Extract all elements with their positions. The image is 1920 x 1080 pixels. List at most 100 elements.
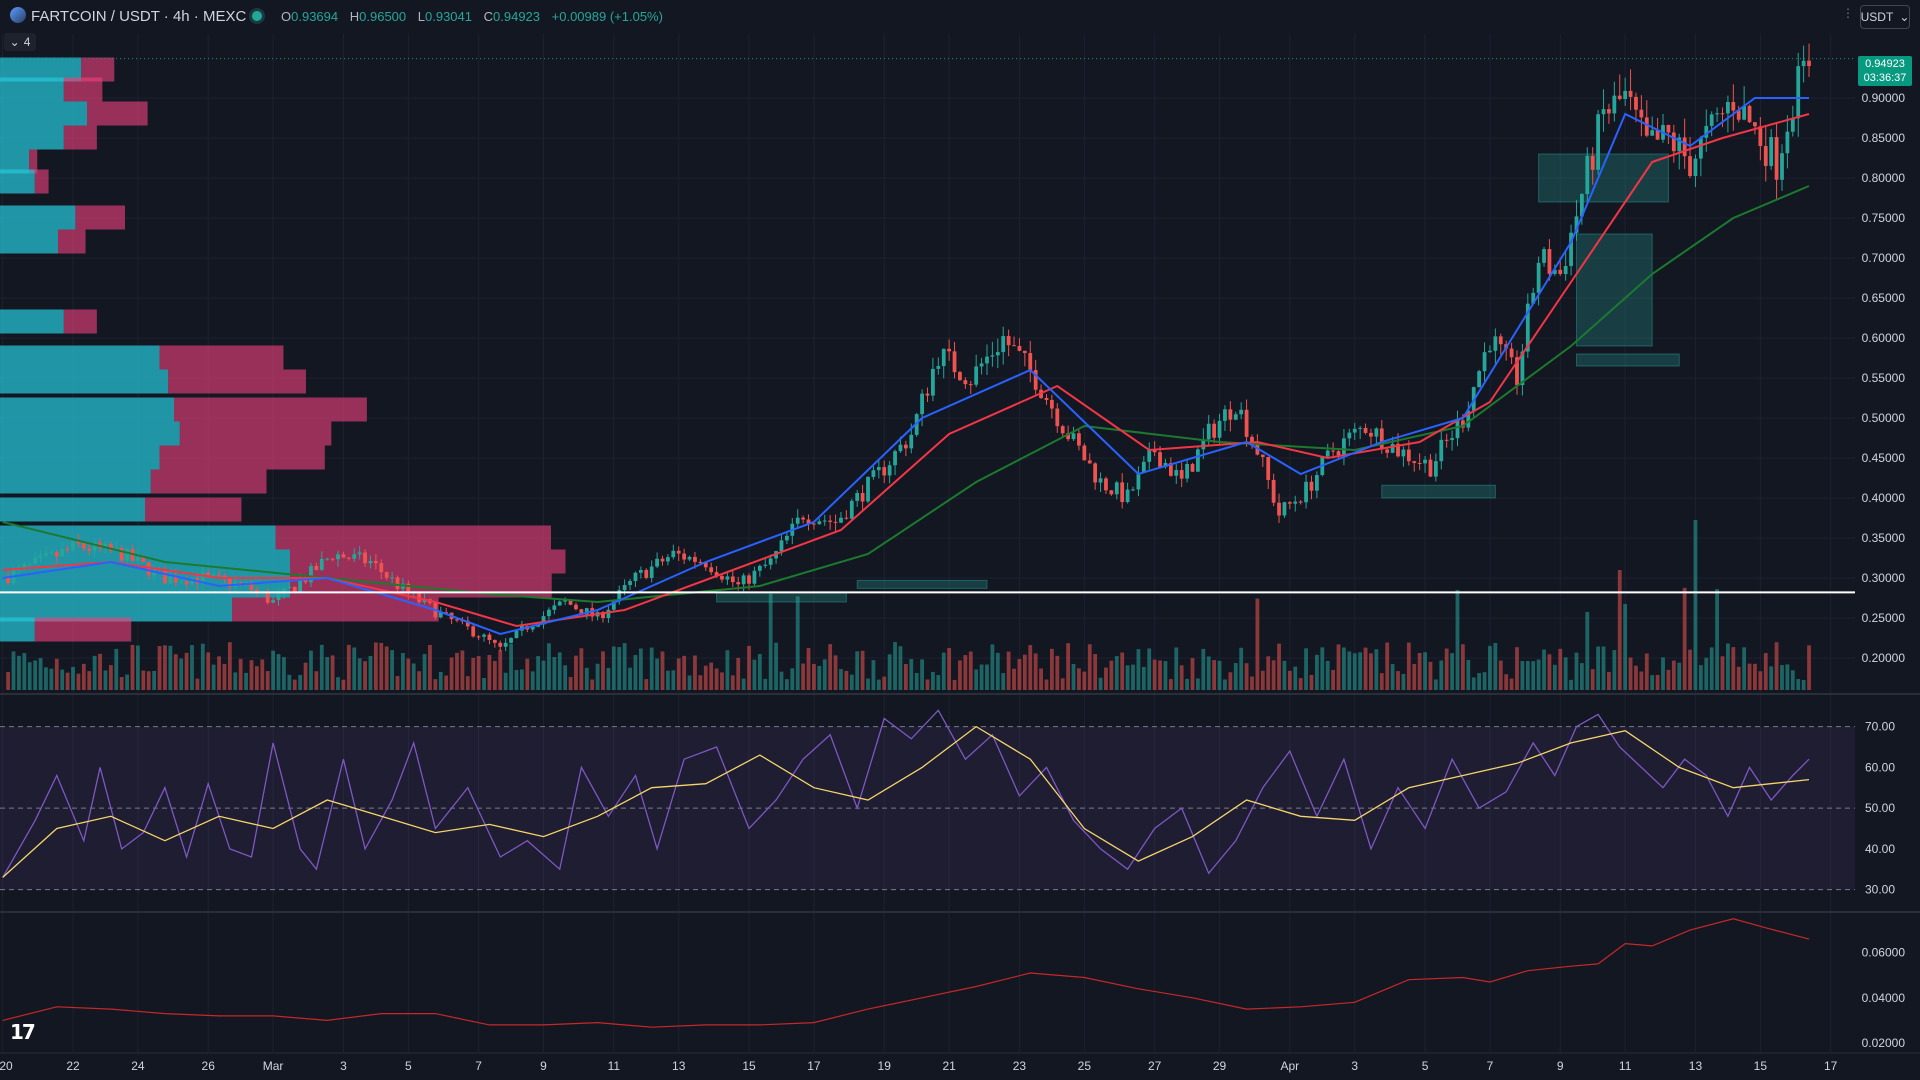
candle-body [1287, 502, 1292, 504]
volume-bar [254, 666, 259, 690]
volume-bar [1579, 663, 1584, 690]
horizontal-level-line[interactable] [0, 58, 1855, 594]
volume-bar [1753, 663, 1757, 690]
volume-profile-up-bar [0, 497, 145, 522]
volume-bar [855, 651, 860, 690]
indicator-count: 4 [23, 35, 31, 49]
candle-body [1563, 266, 1568, 275]
volume-bar [698, 675, 703, 690]
candle-body [1493, 336, 1498, 351]
volume-bar [314, 671, 319, 690]
volume-bar [1515, 647, 1519, 690]
volume-bar [455, 652, 459, 690]
volume-bar [1358, 652, 1363, 690]
volume-bar [1168, 679, 1173, 690]
candle-body [1488, 350, 1492, 353]
volume-bar [1352, 653, 1357, 690]
candle-body [768, 558, 773, 565]
volume-bar [298, 674, 303, 690]
volume-profile-down-bar [63, 309, 97, 334]
candle-body [1461, 420, 1465, 428]
symbol-title[interactable]: FARTCOIN / USDT · 4h · MEXC [31, 8, 247, 25]
volume-bar [38, 658, 43, 690]
close-value: 0.94923 [493, 9, 541, 24]
candle-body [1666, 125, 1671, 133]
time-axis[interactable]: 20 22 24 26 Mar 3 5 7 9 11 13 15 17 19 21 23 25 27 29 Apr 3 5… [0, 1052, 1920, 1073]
volume-bar [260, 659, 265, 690]
volume-bar [184, 652, 189, 690]
candle-body [947, 348, 952, 352]
volume-profile-up-bar [0, 369, 169, 394]
volume-bar [1223, 679, 1227, 690]
indicators-collapse-button[interactable]: ⌄ 4 [4, 33, 36, 51]
moving-averages [2, 97, 1810, 636]
volume-bar [1563, 657, 1568, 690]
ema-mid-line [2, 113, 1810, 628]
volume-bar [1120, 652, 1125, 690]
volume-bar [114, 648, 119, 690]
volume-bar [492, 660, 497, 690]
candle-body [6, 578, 11, 583]
volume-bar [1693, 520, 1698, 690]
candle-body [822, 520, 827, 522]
volume-bar [276, 654, 281, 690]
candle-body [292, 586, 297, 592]
candle-body [1433, 461, 1438, 477]
candle-body [1726, 101, 1730, 114]
more-options-icon[interactable]: ⋮ [1842, 6, 1854, 20]
price-axis[interactable]: 0.90000 0.85000 0.80000 0.75000 0.70000 0.650… [1862, 91, 1906, 1050]
volume-bar [779, 671, 784, 690]
volume-bar [849, 674, 854, 690]
volume-bar [839, 669, 843, 690]
volume-bar [195, 678, 200, 690]
volume-bar [341, 679, 346, 690]
volume-bars [6, 520, 1811, 690]
volume-profile-down-bar [179, 421, 332, 446]
volume-bar [249, 660, 254, 690]
candle-body [1206, 423, 1211, 440]
volume-profile-down-bar [34, 617, 132, 642]
volume-bar [244, 672, 248, 690]
candle-body [1082, 445, 1087, 461]
candle-body [244, 582, 248, 584]
volume-bar [1466, 659, 1471, 690]
volume-bar [1369, 653, 1373, 690]
volume-bar [666, 670, 670, 690]
candle-body [1428, 459, 1433, 477]
volume-bar [1179, 665, 1184, 690]
candle-body [65, 549, 70, 551]
volume-bar [1406, 642, 1411, 690]
candle-body [1612, 95, 1617, 114]
volume-bar [27, 662, 32, 690]
candle-body [330, 558, 335, 560]
time-tick-label: 26 [202, 1059, 216, 1073]
candle-body [763, 564, 768, 566]
candle-body [1114, 482, 1119, 495]
candle-body [503, 642, 508, 647]
candle-body [1498, 336, 1503, 345]
volume-bar [157, 646, 162, 690]
volume-bar [1374, 649, 1379, 690]
volume-bar [622, 643, 627, 690]
candle-body [1558, 269, 1563, 275]
currency-select[interactable]: USDT ⌄ [1860, 5, 1910, 29]
volume-profile-down-bar [34, 169, 49, 194]
volume-bar [1022, 654, 1027, 690]
candle-body [309, 565, 313, 583]
volume-bar [211, 664, 216, 690]
volume-bar [1704, 657, 1709, 690]
tradingview-logo-icon[interactable]: 17 [10, 1020, 36, 1044]
candle-body [968, 384, 973, 386]
candle-body [557, 601, 562, 606]
volume-bar [817, 665, 822, 690]
candle-body [184, 581, 189, 585]
candle-body [979, 363, 984, 367]
volume-bar [1709, 647, 1714, 690]
volume-bar [1552, 664, 1557, 690]
time-tick-label: 25 [1078, 1059, 1092, 1073]
volume-bar [882, 676, 887, 690]
candle-body [563, 600, 568, 602]
volume-bar [125, 674, 129, 690]
time-tick-label: 7 [475, 1059, 482, 1073]
